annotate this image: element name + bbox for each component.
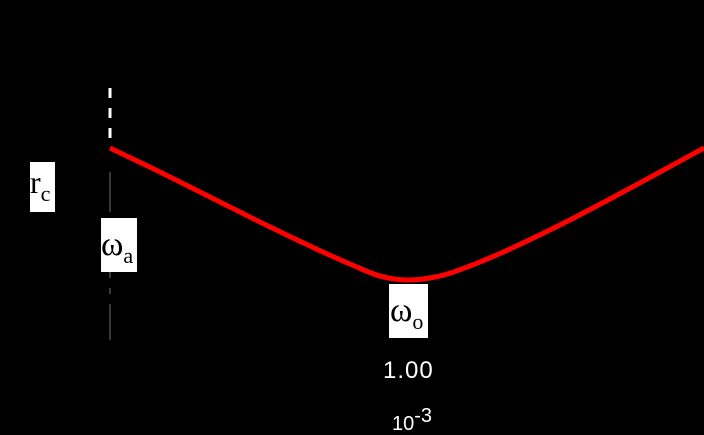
omega-a-sub: a — [123, 243, 134, 268]
y-axis-label-main: r — [30, 164, 41, 200]
omega-a-main: ω — [101, 226, 124, 263]
x-axis-multiplier: 10-3 — [392, 406, 432, 435]
x-multiplier-power: -3 — [414, 405, 433, 427]
response-curve — [108, 145, 704, 283]
omega-o-main: ω — [390, 292, 413, 329]
y-axis-label-sub: c — [40, 181, 51, 206]
y-axis-label-rc: rc — [30, 162, 55, 212]
omega-o-sub: o — [412, 309, 424, 334]
omega-o-label: ωo — [389, 284, 428, 338]
x-multiplier-base: 10 — [392, 413, 415, 435]
omega-a-label: ωa — [101, 218, 137, 272]
x-tick-label: 1.00 — [383, 357, 434, 384]
